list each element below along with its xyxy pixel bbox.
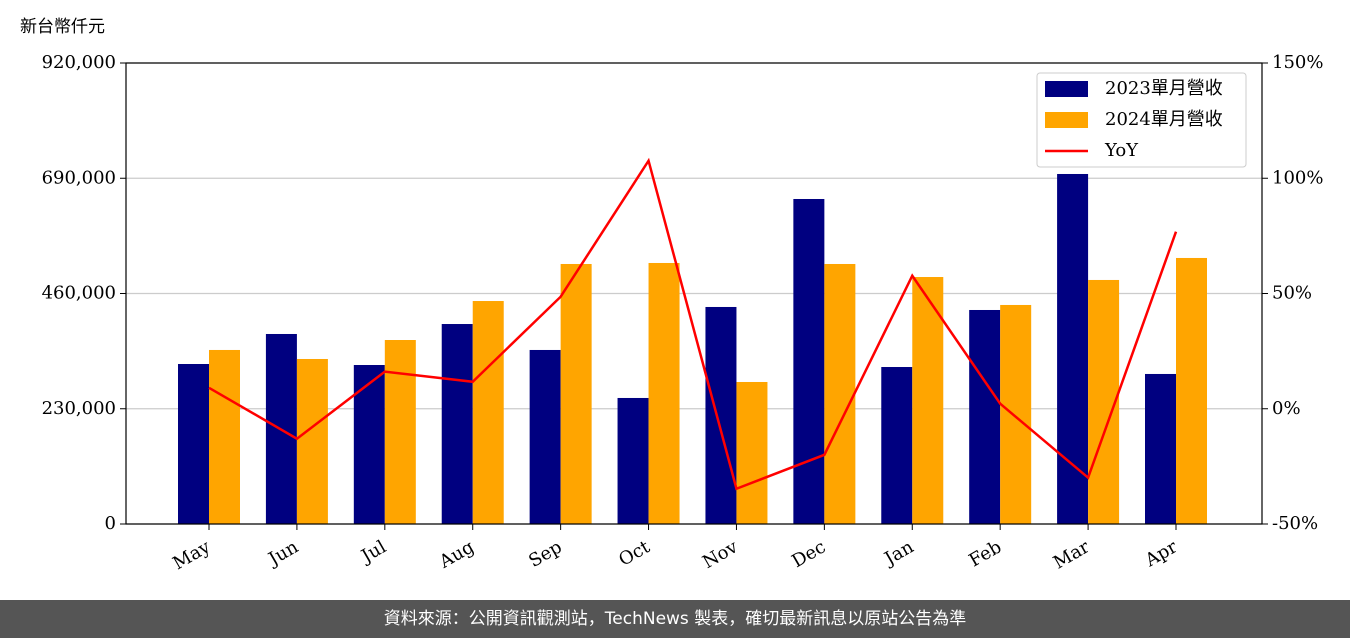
bar xyxy=(1057,173,1089,524)
legend-box xyxy=(1036,72,1247,168)
legend-swatch xyxy=(1045,112,1088,128)
x-tick-label: Jun xyxy=(263,536,302,571)
bar xyxy=(912,277,944,524)
legend-label: 2024單月營收 xyxy=(1105,109,1223,130)
x-tick-label: Mar xyxy=(1050,536,1094,573)
bar xyxy=(296,358,328,524)
y2-tick-label: 0% xyxy=(1272,398,1301,419)
x-tick-label: May xyxy=(169,536,214,574)
x-tick-label: Sep xyxy=(525,536,565,571)
bar xyxy=(617,397,649,524)
legend-label: YoY xyxy=(1104,140,1139,161)
x-tick-label: Aug xyxy=(435,536,478,573)
y-tick-label: 0 xyxy=(105,513,116,534)
bar xyxy=(384,340,416,524)
x-tick-label: Feb xyxy=(966,536,1006,571)
bar xyxy=(648,262,680,524)
x-tick-label: Jan xyxy=(879,536,917,570)
x-tick-label: Nov xyxy=(699,536,742,573)
bar xyxy=(353,365,385,524)
bar xyxy=(178,364,209,524)
bar xyxy=(1145,373,1176,524)
bar xyxy=(209,349,240,524)
y2-tick-label: 50% xyxy=(1272,283,1312,304)
bar xyxy=(441,324,473,524)
y-tick-label: 690,000 xyxy=(42,167,116,188)
y2-tick-label: 100% xyxy=(1272,167,1323,188)
legend: 2023單月營收 2024單月營收 YoY xyxy=(1036,72,1247,168)
line xyxy=(208,157,1178,491)
bar xyxy=(529,349,561,524)
bar xyxy=(1176,257,1207,524)
legend-swatch xyxy=(1045,81,1088,97)
plot-frame xyxy=(125,62,1263,525)
legend-label: 2023單月營收 xyxy=(1105,78,1223,99)
x-tick-label: Apr xyxy=(1141,536,1181,571)
y-tick-label: 460,000 xyxy=(42,283,116,304)
chart: 新台幣仟元 0 230,000 460,000 690,000 920,000 -50% 0… xyxy=(20,17,1323,574)
bar xyxy=(1000,304,1032,524)
x-tick-label: Dec xyxy=(788,536,829,572)
x-tick-label: Oct xyxy=(615,536,654,571)
footer: 資料來源：公開資訊觀測站，TechNews 製表，確切最新訊息以原站公告為準 xyxy=(0,600,1350,638)
x-tick-label: Jul xyxy=(356,536,390,568)
bar xyxy=(969,309,1001,524)
y2-tick-label: -50% xyxy=(1272,513,1318,534)
bar xyxy=(560,263,592,524)
y-tick-label: 920,000 xyxy=(42,52,116,73)
y2-tick-label: 150% xyxy=(1272,52,1323,73)
bar xyxy=(472,301,504,524)
bar xyxy=(793,198,825,524)
y-unit-label: 新台幣仟元 xyxy=(20,17,105,37)
bar xyxy=(705,306,737,524)
y-tick-label: 230,000 xyxy=(42,398,116,419)
bar xyxy=(736,381,768,524)
bar xyxy=(881,367,913,524)
bar xyxy=(824,263,856,524)
